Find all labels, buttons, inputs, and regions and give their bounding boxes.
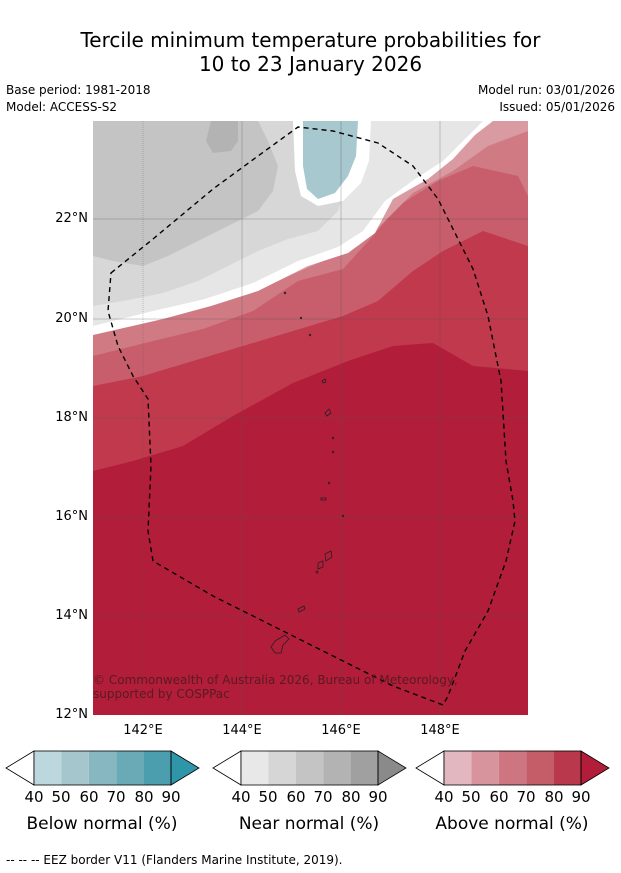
above-tick-70: 70 bbox=[516, 788, 536, 806]
above-tick-90: 90 bbox=[571, 788, 591, 806]
island-anatahan bbox=[320, 497, 327, 501]
lat-label-18: 18°N bbox=[55, 410, 88, 425]
eez-border bbox=[107, 126, 516, 706]
island-rota bbox=[297, 605, 306, 613]
above-normal-title: Above normal (%) bbox=[435, 814, 589, 834]
above-max-triangle bbox=[580, 750, 610, 786]
near-70-region bbox=[206, 121, 238, 153]
below-swatch-60 bbox=[88, 751, 117, 785]
issued-date: Issued: 05/01/2026 bbox=[499, 100, 615, 114]
below-tick-40: 40 bbox=[24, 788, 44, 806]
model-name: Model: ACCESS-S2 bbox=[6, 100, 118, 114]
above-min-triangle bbox=[415, 750, 445, 786]
above-tick-40: 40 bbox=[434, 788, 454, 806]
near-normal-title: Near normal (%) bbox=[238, 814, 380, 834]
lat-label-20: 20°N bbox=[55, 311, 88, 326]
below-swatch-50 bbox=[61, 751, 89, 785]
above-tick-50: 50 bbox=[461, 788, 481, 806]
lat-label-22: 22°N bbox=[55, 211, 88, 226]
base-period: Base period: 1981-2018 bbox=[6, 83, 151, 97]
above-swatch-80 bbox=[553, 751, 581, 785]
near-tick-60: 60 bbox=[286, 788, 306, 806]
lat-label-16: 16°N bbox=[55, 509, 88, 524]
island-pagan bbox=[324, 408, 332, 417]
near-tick-70: 70 bbox=[313, 788, 333, 806]
below-max-triangle bbox=[170, 750, 200, 786]
below-tick-70: 70 bbox=[106, 788, 126, 806]
island-agrihan bbox=[321, 378, 327, 384]
near-tick-90: 90 bbox=[368, 788, 388, 806]
probability-map bbox=[93, 121, 528, 715]
below-swatch-70 bbox=[116, 751, 144, 785]
lon-label-142: 142°E bbox=[123, 723, 163, 738]
copyright-notice: © Commonwealth of Australia 2026, Bureau… bbox=[93, 673, 458, 701]
below-min-triangle bbox=[5, 750, 35, 786]
below-normal-title: Below normal (%) bbox=[26, 814, 178, 834]
island-uracas bbox=[283, 291, 287, 295]
lat-label-12: 12°N bbox=[55, 707, 88, 722]
near-swatch-60 bbox=[295, 751, 324, 785]
below-swatch-80 bbox=[143, 751, 171, 785]
colorbar-above bbox=[415, 750, 610, 786]
map-title: Tercile minimum temperature probabilitie… bbox=[0, 28, 621, 76]
island-tinian bbox=[317, 560, 324, 570]
near-tick-50: 50 bbox=[258, 788, 278, 806]
below-tick-60: 60 bbox=[79, 788, 99, 806]
near-swatch-70 bbox=[323, 751, 351, 785]
near-swatch-50 bbox=[268, 751, 296, 785]
above-swatch-70 bbox=[526, 751, 554, 785]
near-swatch-80 bbox=[350, 751, 378, 785]
island-saipan bbox=[324, 550, 333, 562]
island-aguijan bbox=[315, 570, 319, 574]
lon-label-144: 144°E bbox=[222, 723, 262, 738]
below-50-region bbox=[303, 121, 358, 199]
near-swatch-40 bbox=[241, 751, 269, 785]
title-line-2: 10 to 23 January 2026 bbox=[198, 52, 423, 76]
island-asuncion bbox=[308, 333, 312, 337]
below-tick-50: 50 bbox=[51, 788, 71, 806]
colorbar-legend bbox=[5, 750, 610, 786]
island-maug bbox=[299, 316, 303, 320]
map-grid bbox=[93, 121, 528, 715]
model-run: Model run: 03/01/2026 bbox=[477, 83, 615, 97]
lon-label-148: 148°E bbox=[420, 723, 460, 738]
above-swatch-60 bbox=[498, 751, 527, 785]
above-swatch-50 bbox=[471, 751, 499, 785]
near-tick-80: 80 bbox=[341, 788, 361, 806]
island-guam bbox=[270, 634, 290, 654]
above-tick-60: 60 bbox=[489, 788, 509, 806]
lat-label-14: 14°N bbox=[55, 608, 88, 623]
colorbar-near bbox=[212, 750, 407, 786]
island-guguan bbox=[331, 450, 335, 454]
title-line-1: Tercile minimum temperature probabilitie… bbox=[80, 28, 541, 52]
island-sarigan bbox=[327, 481, 331, 485]
above-tick-80: 80 bbox=[544, 788, 564, 806]
near-tick-40: 40 bbox=[231, 788, 251, 806]
island-alamagan bbox=[331, 436, 335, 440]
near-min-triangle bbox=[212, 750, 242, 786]
below-swatch-40 bbox=[34, 751, 62, 785]
near-max-triangle bbox=[377, 750, 407, 786]
below-tick-80: 80 bbox=[134, 788, 154, 806]
island-farallon-de-medinilla bbox=[341, 514, 345, 518]
lon-label-146: 146°E bbox=[321, 723, 361, 738]
eez-footnote: -- -- -- EEZ border V11 (Flanders Marine… bbox=[6, 853, 343, 867]
colorbar-below bbox=[5, 750, 200, 786]
near-60-region bbox=[93, 121, 278, 266]
above-swatch-40 bbox=[444, 751, 472, 785]
below-tick-90: 90 bbox=[161, 788, 181, 806]
islands bbox=[270, 291, 345, 654]
